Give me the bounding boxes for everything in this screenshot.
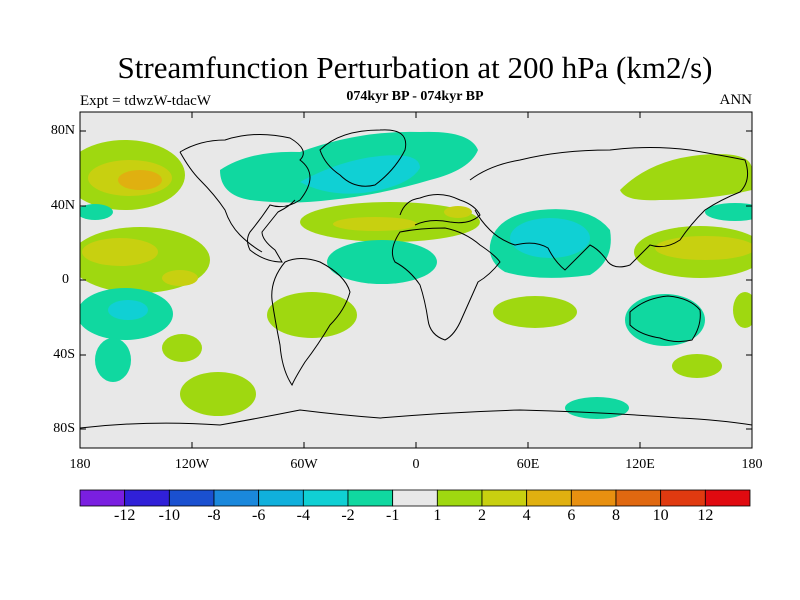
contour-sp-pos-small <box>162 334 202 362</box>
coastlines <box>80 129 752 429</box>
contour-south-pacific-neg2 <box>108 300 148 320</box>
colorbar-swatch <box>526 489 572 507</box>
contour-south-america-pos1 <box>267 292 357 338</box>
lon-label-120w: 120W <box>174 457 210 472</box>
colorbar-label: 12 <box>697 507 714 524</box>
contour-south-pacific-neg1b <box>95 338 131 382</box>
contour-tropical-pacific-pos3 <box>162 270 198 286</box>
colorbar-label: -4 <box>296 507 310 524</box>
colorbar-label: 4 <box>522 507 531 524</box>
colorbar-label: -6 <box>251 507 266 524</box>
colorbar <box>79 489 751 507</box>
lat-ticks <box>80 130 752 430</box>
contour-field <box>80 129 752 429</box>
colorbar-swatch <box>79 489 126 507</box>
contour-north-pacific-left <box>80 204 113 220</box>
colorbar-swatch <box>481 489 528 507</box>
lon-label-60e: 60E <box>516 457 540 472</box>
contour-med-pos2 <box>444 206 472 218</box>
contour-indian-ocean-pos1 <box>493 296 577 328</box>
contour-east-asia-pos1 <box>620 154 752 201</box>
colorbar-swatch <box>213 489 260 507</box>
colorbar-label: 10 <box>652 507 669 524</box>
period-label: 074kyr BP - 074kyr BP <box>346 89 484 104</box>
colorbar-swatch <box>392 489 438 507</box>
colorbar-label: -10 <box>158 507 180 524</box>
colorbar-swatch <box>704 489 751 507</box>
contour-asia-neg2 <box>510 218 590 258</box>
lon-label-60w: 60W <box>290 457 318 472</box>
contour-north-pacific-pos3 <box>118 170 162 190</box>
experiment-label: Expt = tdwzW-tdacW <box>80 93 211 109</box>
colorbar-label: -12 <box>113 507 136 524</box>
colorbar-label: 1 <box>433 507 442 524</box>
lon-label-180e: 180 <box>741 457 763 472</box>
colorbar-label: -2 <box>341 507 355 524</box>
lon-label-0: 0 <box>412 457 420 472</box>
colorbar-swatch <box>570 489 617 507</box>
lon-ticks <box>191 112 641 448</box>
lon-label-120e: 120E <box>625 457 655 472</box>
contour-west-pacific-pos2 <box>655 236 752 260</box>
contour-mid-atlantic-pos2 <box>333 217 417 231</box>
season-label: ANN <box>719 92 753 108</box>
contour-tropical-pacific-pos2 <box>82 238 158 266</box>
colorbar-label: -1 <box>385 507 400 524</box>
lat-label-0: 0 <box>62 272 69 287</box>
contour-australia-pos1 <box>733 292 752 328</box>
colorbar-label: 6 <box>567 507 576 524</box>
colorbar-label: 8 <box>612 507 620 524</box>
lat-label-80s: 80S <box>53 421 75 436</box>
lon-label-180w: 180 <box>69 457 91 472</box>
contour-southern-ocean-neg1 <box>565 397 629 419</box>
colorbar-swatch <box>347 489 394 507</box>
contour-north-atlantic-neg2 <box>300 155 420 194</box>
contour-tasman-pos1 <box>672 354 722 378</box>
lat-label-40n: 40N <box>50 198 75 213</box>
colorbar-swatch <box>124 489 170 507</box>
colorbar-label: 2 <box>478 507 486 524</box>
contour-tropical-atlantic-neg1 <box>327 240 437 284</box>
contour-nw-pacific-neg1 <box>705 203 752 221</box>
colorbar-swatch <box>436 489 483 507</box>
contour-sp-pos-large <box>180 372 256 416</box>
contour-australia-neg1 <box>625 294 705 346</box>
lat-label-40s: 40S <box>53 347 75 362</box>
colorbar-swatch <box>168 489 215 507</box>
colorbar-swatch <box>660 489 706 507</box>
colorbar-swatch <box>302 489 349 507</box>
lat-label-80n: 80N <box>50 123 75 138</box>
colorbar-swatch <box>615 489 662 507</box>
colorbar-label: -8 <box>207 507 221 524</box>
map-title: Streamfunction Perturbation at 200 hPa (… <box>117 50 713 85</box>
colorbar-swatch <box>258 489 304 507</box>
